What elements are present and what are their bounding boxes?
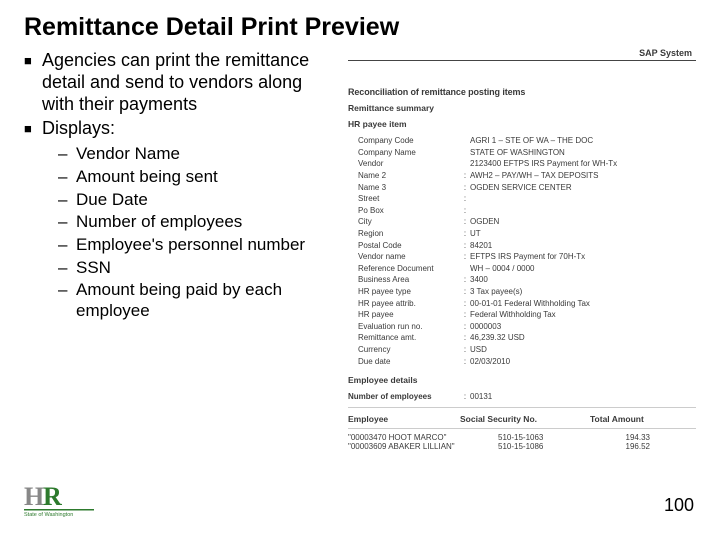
num-emp-value: 00131 — [470, 391, 696, 403]
svg-text:State of Washington: State of Washington — [24, 512, 73, 517]
sap-heading: Reconciliation of remittance posting ite… — [348, 87, 696, 97]
row-street-value — [470, 193, 696, 205]
left-column: Agencies can print the remittance detail… — [24, 48, 334, 450]
row-pobox-value — [470, 205, 696, 217]
row-refdoc-value: WH – 0004 / 0000 — [470, 263, 696, 275]
display-item-due: Due Date — [76, 190, 148, 209]
bullet-agencies: Agencies can print the remittance detail… — [42, 50, 309, 114]
row-evalrun-value: 0000003 — [470, 321, 696, 333]
row-remitamt-value: 46,239.32 USD — [470, 332, 696, 344]
row-currency-value: USD — [470, 344, 696, 356]
row-currency-label: Currency — [358, 344, 460, 356]
hr-logo: H R State of Washington — [24, 481, 96, 522]
row-company-name-value: STATE OF WASHINGTON — [470, 147, 696, 159]
row-vendor-label: Vendor — [358, 158, 460, 170]
row-postal-value: 84201 — [470, 240, 696, 252]
row-name3-value: OGDEN SERVICE CENTER — [470, 182, 696, 194]
display-item-vendor: Vendor Name — [76, 144, 180, 163]
row-region-label: Region — [358, 228, 460, 240]
row-busarea-label: Business Area — [358, 274, 460, 286]
row-busarea-value: 3400 — [470, 274, 696, 286]
sap-preview: SAP System Reconciliation of remittance … — [348, 48, 696, 450]
display-item-paid: Amount being paid by each employee — [76, 280, 282, 320]
sap-hr-payee: HR payee item — [348, 119, 696, 129]
row-payeetype-value: 3 Tax payee(s) — [470, 286, 696, 298]
row-duedate-value: 02/03/2010 — [470, 356, 696, 368]
sap-summary: Remittance summary — [348, 103, 696, 113]
display-item-persnum: Employee's personnel number — [76, 235, 305, 254]
display-item-numemp: Number of employees — [76, 212, 242, 231]
cell-emp: "00003609 ABAKER LILLIAN" — [348, 442, 498, 451]
table-row: "00003470 HOOT MARCO" 510-15-1063 194.33 — [348, 433, 696, 442]
row-region-value: UT — [470, 228, 696, 240]
row-payeeattr-value: 00-01-01 Federal Withholding Tax — [470, 298, 696, 310]
row-name3-label: Name 3 — [358, 182, 460, 194]
col-employee: Employee — [348, 414, 460, 424]
row-city-value: OGDEN — [470, 216, 696, 228]
row-payeetype-label: HR payee type — [358, 286, 460, 298]
cell-tot: 194.33 — [590, 433, 650, 442]
row-company-code-label: Company Code — [358, 135, 460, 147]
row-remitamt-label: Remittance amt. — [358, 332, 460, 344]
row-postal-label: Postal Code — [358, 240, 460, 252]
row-company-name-label: Company Name — [358, 147, 460, 159]
row-hrpayee-value: Federal Withholding Tax — [470, 309, 696, 321]
display-item-amount: Amount being sent — [76, 167, 218, 186]
row-city-label: City — [358, 216, 460, 228]
row-vendorname-label: Vendor name — [358, 251, 460, 263]
cell-tot: 196.52 — [590, 442, 650, 451]
cell-ssn: 510-15-1086 — [498, 442, 590, 451]
row-payeeattr-label: HR payee attrib. — [358, 298, 460, 310]
row-duedate-label: Due date — [358, 356, 460, 368]
table-row: "00003609 ABAKER LILLIAN" 510-15-1086 19… — [348, 442, 696, 451]
row-name2-label: Name 2 — [358, 170, 460, 182]
row-company-code-value: AGRI 1 – STE OF WA – THE DOC — [470, 135, 696, 147]
col-ssn: Social Security No. — [460, 414, 590, 424]
row-evalrun-label: Evaluation run no. — [358, 321, 460, 333]
cell-ssn: 510-15-1063 — [498, 433, 590, 442]
row-vendorname-value: EFTPS IRS Payment for 70H-Tx — [470, 251, 696, 263]
row-street-label: Street — [358, 193, 460, 205]
row-refdoc-label: Reference Document — [358, 263, 460, 275]
row-hrpayee-label: HR payee — [358, 309, 460, 321]
cell-emp: "00003470 HOOT MARCO" — [348, 433, 498, 442]
svg-text:H: H — [24, 482, 44, 511]
slide-title: Remittance Detail Print Preview — [24, 14, 696, 40]
display-item-ssn: SSN — [76, 258, 111, 277]
sap-emp-details: Employee details — [348, 375, 696, 385]
sap-system-label: SAP System — [348, 48, 696, 58]
row-name2-value: AWH2 – PAY/WH – TAX DEPOSITS — [470, 170, 696, 182]
col-total: Total Amount — [590, 414, 670, 424]
page-number: 100 — [664, 495, 694, 516]
row-vendor-value: 2123400 EFTPS IRS Payment for WH-Tx — [470, 158, 696, 170]
num-emp-label: Number of employees — [348, 391, 460, 403]
svg-text:R: R — [43, 482, 62, 511]
bullet-displays: Displays: — [42, 118, 115, 138]
row-pobox-label: Po Box — [358, 205, 460, 217]
